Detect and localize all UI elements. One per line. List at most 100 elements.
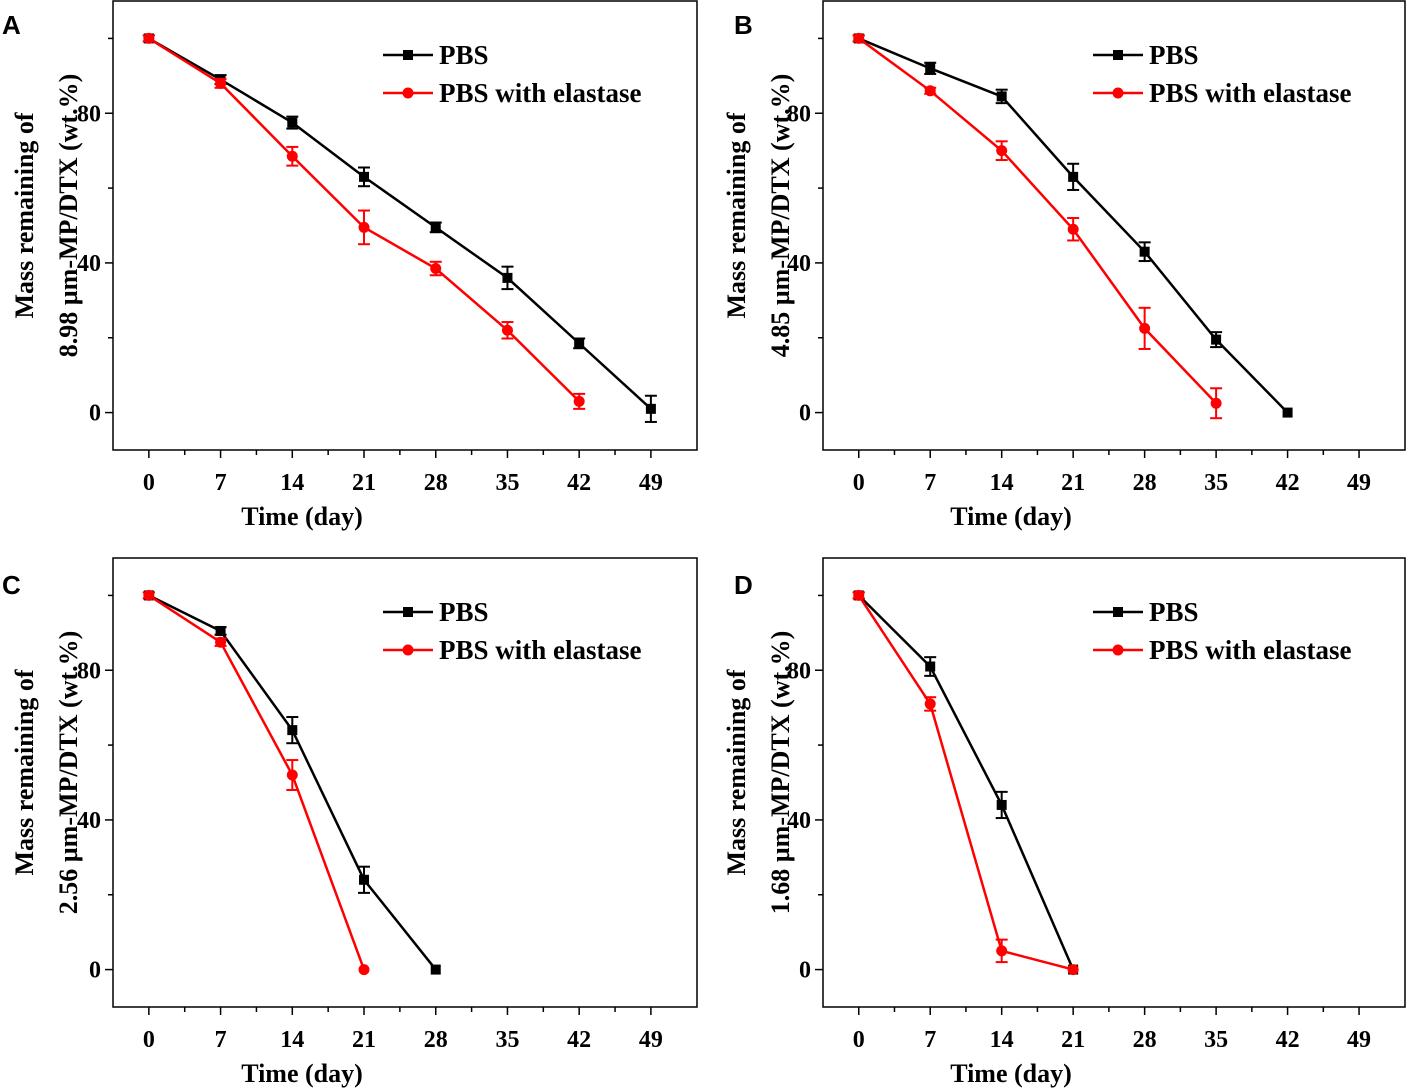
y-tick-label: 80 xyxy=(77,101,101,127)
plot-frame xyxy=(112,0,698,451)
legend-label: PBS xyxy=(1149,597,1199,627)
x-tick-label: 28 xyxy=(424,470,448,496)
series-pbs xyxy=(852,590,1079,975)
data-point xyxy=(430,964,441,975)
panel-b: B 0 7 14 21 28 35 42 49 0 40 80 Time (day) Mass remai… xyxy=(722,0,1406,531)
y-tick-label: 80 xyxy=(787,101,811,127)
x-tick-label: 21 xyxy=(352,470,376,496)
data-point xyxy=(645,403,656,414)
legend-marker xyxy=(402,644,414,656)
y-axis-label-line2: 1.68 µm-MP/DTX (wt.%) xyxy=(766,631,795,915)
plot-frame xyxy=(822,0,1406,451)
data-point xyxy=(1068,171,1079,182)
x-tick-label: 0 xyxy=(143,1027,155,1053)
y-tick-label: 0 xyxy=(799,401,811,427)
y-axis-label-line2: 8.98 µm-MP/DTX (wt.%) xyxy=(54,74,83,358)
data-point xyxy=(143,589,155,601)
data-point xyxy=(359,874,370,885)
data-point xyxy=(925,661,936,672)
x-tick-label: 35 xyxy=(495,1027,519,1053)
data-point xyxy=(1211,334,1222,345)
x-tick-label: 7 xyxy=(924,470,936,496)
legend-marker xyxy=(1113,50,1123,60)
x-tick-label: 7 xyxy=(924,1027,936,1053)
legend: PBS PBS with elastase xyxy=(1093,597,1352,665)
data-point xyxy=(502,272,513,283)
series-pbs-with-elastase xyxy=(852,589,1079,976)
x-tick-label: 49 xyxy=(639,470,663,496)
x-tick-label: 7 xyxy=(215,1027,227,1053)
y-tick-label: 80 xyxy=(77,658,101,684)
x-tick-label: 35 xyxy=(495,470,519,496)
data-point xyxy=(358,964,370,976)
y-tick-label: 0 xyxy=(89,958,101,984)
y-tick-label: 40 xyxy=(77,808,101,834)
x-axis-label: Time (day) xyxy=(950,1059,1072,1088)
x-tick-label: 7 xyxy=(215,470,227,496)
legend-marker xyxy=(1112,87,1124,99)
data-point xyxy=(924,698,936,710)
plot-frame xyxy=(112,557,698,1008)
panel-letter: B xyxy=(734,10,753,40)
x-tick-label: 14 xyxy=(280,470,304,496)
panel-letter: C xyxy=(2,570,21,600)
data-point xyxy=(358,221,370,233)
y-tick-label: 40 xyxy=(787,251,811,277)
data-point xyxy=(1067,223,1079,235)
y-tick-label: 0 xyxy=(89,401,101,427)
legend-label: PBS xyxy=(439,40,489,70)
series-line xyxy=(148,594,366,971)
series-line xyxy=(857,594,1075,971)
panel-a: A 0 7 14 21 28 35 42 49 0 40 80 Time (day) Mass remai… xyxy=(2,0,698,531)
series-pbs-with-elastase xyxy=(142,32,586,410)
legend: PBS PBS with elastase xyxy=(383,40,642,108)
panel-d: D 0 7 14 21 28 35 42 49 0 40 80 Time (day) Mass remai… xyxy=(722,557,1406,1088)
series-pbs-with-elastase xyxy=(142,589,370,976)
x-tick-label: 14 xyxy=(280,1027,304,1053)
data-point xyxy=(996,945,1008,957)
data-point xyxy=(143,32,155,44)
x-tick-label: 0 xyxy=(853,1027,865,1053)
y-axis-label-line1: Mass remaining of xyxy=(722,669,751,875)
y-tick-label: 40 xyxy=(77,251,101,277)
legend-marker xyxy=(403,50,413,60)
x-tick-label: 49 xyxy=(639,1027,663,1053)
data-point xyxy=(574,338,585,349)
x-axis-label: Time (day) xyxy=(241,1059,363,1088)
data-point xyxy=(573,395,585,407)
legend-marker xyxy=(1112,644,1124,656)
x-tick-label: 49 xyxy=(1347,1027,1371,1053)
x-tick-label: 42 xyxy=(1276,1027,1300,1053)
legend: PBS PBS with elastase xyxy=(383,597,642,665)
x-tick-label: 28 xyxy=(1133,1027,1157,1053)
y-tick-label: 80 xyxy=(787,658,811,684)
series-pbs-with-elastase xyxy=(852,32,1223,420)
data-point xyxy=(853,32,865,44)
series-line xyxy=(148,37,652,410)
data-point xyxy=(430,263,442,275)
x-tick-label: 35 xyxy=(1204,1027,1228,1053)
legend-marker xyxy=(1113,607,1123,617)
data-point xyxy=(1139,322,1151,334)
data-point xyxy=(430,222,441,233)
x-tick-label: 42 xyxy=(567,470,591,496)
x-tick-label: 21 xyxy=(1061,1027,1085,1053)
data-point xyxy=(924,85,936,97)
x-tick-label: 42 xyxy=(567,1027,591,1053)
y-axis-label-line2: 2.56 µm-MP/DTX (wt.%) xyxy=(54,631,83,915)
y-axis-label-line2: 4.85 µm-MP/DTX (wt.%) xyxy=(766,74,795,358)
data-point xyxy=(215,625,226,636)
x-tick-label: 0 xyxy=(853,470,865,496)
plot-frame xyxy=(822,557,1406,1008)
data-point xyxy=(1282,407,1293,418)
y-tick-label: 0 xyxy=(799,958,811,984)
x-axis-label: Time (day) xyxy=(241,502,363,531)
panel-letter: A xyxy=(2,10,21,40)
legend-label: PBS xyxy=(439,597,489,627)
x-tick-label: 14 xyxy=(990,470,1014,496)
y-tick-label: 40 xyxy=(787,808,811,834)
x-tick-label: 35 xyxy=(1204,470,1228,496)
data-point xyxy=(853,589,865,601)
series-pbs xyxy=(852,33,1293,418)
y-axis-label-line1: Mass remaining of xyxy=(10,669,39,875)
